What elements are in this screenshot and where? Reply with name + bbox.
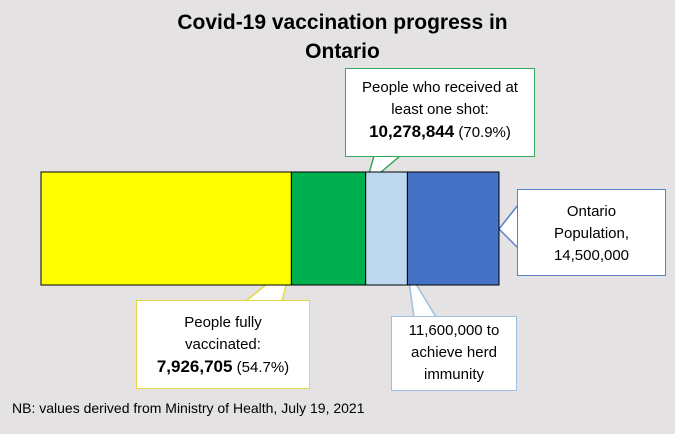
callout-herd-line-1: 11,600,000 to: [408, 322, 500, 339]
callout-fully-value: 7,926,705: [156, 357, 233, 376]
callout-population-line-3: 14,500,000: [553, 247, 630, 264]
bar-segment-herd: [365, 171, 408, 286]
callout-fully-line-2: vaccinated:: [185, 336, 261, 353]
callout-population-line-2: Population,: [553, 225, 630, 242]
callout-fully-vaccinated: People fully vaccinated: 7,926,705 (54.7…: [136, 300, 310, 389]
footnote: NB: values derived from Ministry of Heal…: [12, 400, 365, 416]
pointer-population: [497, 202, 519, 250]
title-line-1: Covid-19 vaccination progress in: [177, 11, 508, 34]
callout-fully-line-1: People fully: [184, 314, 262, 331]
callout-herd-line-2: achieve herd: [411, 344, 497, 361]
callout-one-shot-value: 10,278,844: [369, 122, 455, 141]
callout-one-shot-line-1: People who received at: [362, 79, 518, 96]
callout-at-least-one-shot: People who received at least one shot: 1…: [345, 68, 535, 157]
bar-segment-fully: [40, 171, 292, 286]
callout-ontario-population: Ontario Population, 14,500,000: [517, 189, 666, 276]
callout-herd-immunity: 11,600,000 to achieve herd immunity: [391, 316, 517, 391]
callout-one-shot-line-2: least one shot:: [391, 101, 489, 118]
title-line-2: Ontario: [305, 40, 380, 63]
callout-population-line-1: Ontario: [566, 203, 617, 220]
bar-segment-population: [406, 171, 500, 286]
callout-herd-line-3: immunity: [423, 366, 484, 383]
bar-segment-one-shot: [290, 171, 367, 286]
callout-one-shot-pct: (70.9%): [458, 124, 511, 141]
callout-fully-pct: (54.7%): [236, 359, 290, 376]
progress-bar: [40, 171, 500, 286]
chart-title: Covid-19 vaccination progress in Ontario: [0, 8, 675, 66]
